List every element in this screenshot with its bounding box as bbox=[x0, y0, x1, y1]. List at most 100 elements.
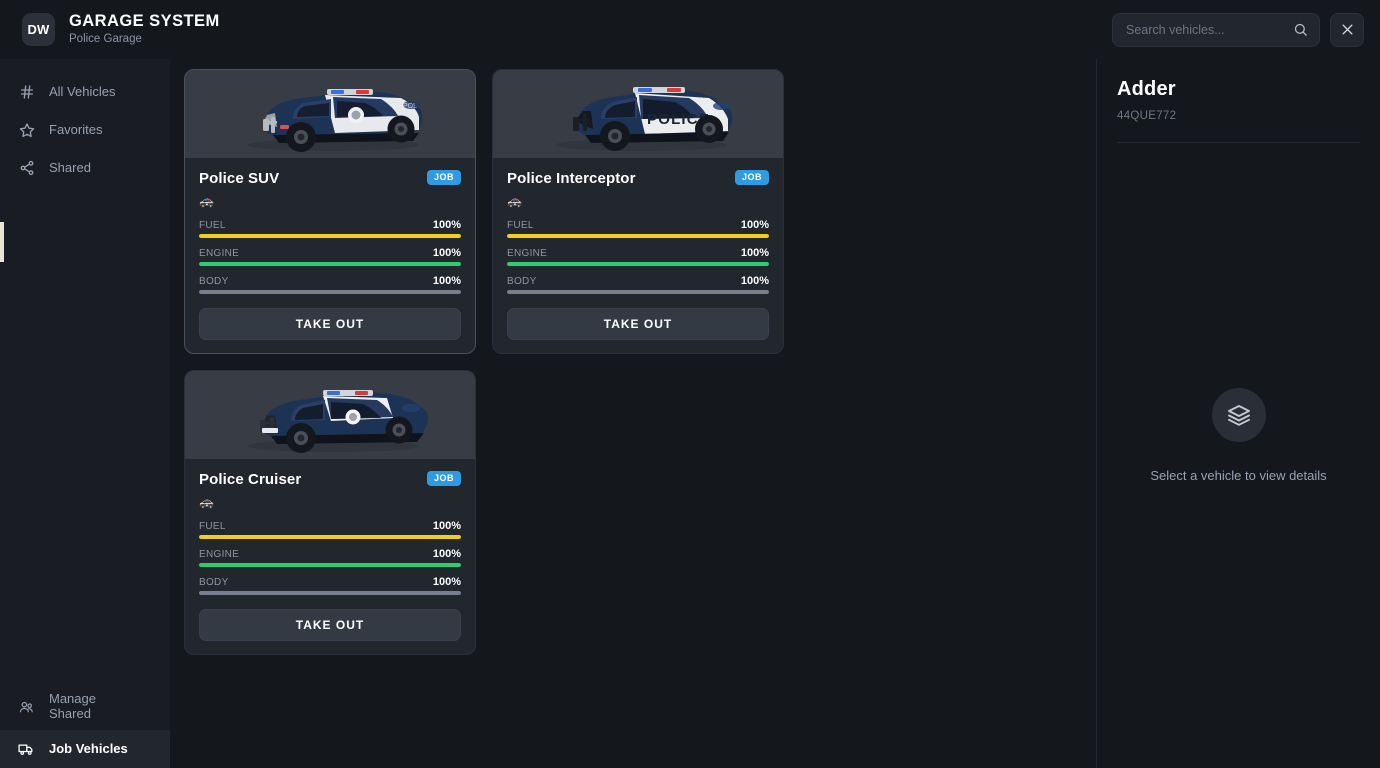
vehicle-type-icon: 🚓 bbox=[199, 194, 214, 208]
body: All Vehicles Favorites bbox=[0, 59, 1380, 768]
stat-body: BODY 100% bbox=[199, 275, 461, 294]
vehicle-card-header: Police Interceptor JOB bbox=[507, 170, 769, 187]
hash-icon bbox=[18, 84, 35, 100]
take-out-button[interactable]: TAKE OUT bbox=[199, 308, 461, 340]
top-bar-actions bbox=[1112, 12, 1364, 47]
stat-track bbox=[199, 234, 461, 238]
vehicle-stats: FUEL 100% ENGINE 100% bbox=[199, 520, 461, 595]
sidebar-item-label: Manage Shared bbox=[49, 691, 96, 722]
take-out-button[interactable]: TAKE OUT bbox=[199, 609, 461, 641]
stat-fuel: FUEL 100% bbox=[507, 219, 769, 238]
status-badge: JOB bbox=[734, 170, 769, 185]
detail-divider bbox=[1117, 142, 1360, 143]
sidebar-item-label: Job Vehicles bbox=[49, 740, 128, 756]
vehicle-card-header: Police Cruiser JOB bbox=[199, 471, 461, 488]
sidebar-item-job-vehicles[interactable]: Job Vehicles bbox=[0, 730, 170, 768]
take-out-button[interactable]: TAKE OUT bbox=[507, 308, 769, 340]
stat-track bbox=[507, 234, 769, 238]
vehicle-card[interactable]: POLICE bbox=[492, 69, 784, 354]
stat-value: 100% bbox=[740, 247, 769, 259]
close-icon bbox=[1340, 22, 1355, 37]
detail-empty-state: Select a vehicle to view details bbox=[1117, 143, 1360, 768]
search-icon[interactable] bbox=[1293, 22, 1308, 37]
vehicle-name: Police Interceptor bbox=[507, 170, 636, 187]
detail-vehicle-name: Adder bbox=[1117, 78, 1176, 100]
brand: DW GARAGE SYSTEM Police Garage bbox=[22, 12, 220, 47]
stat-label: FUEL bbox=[507, 220, 534, 231]
sidebar-item-shared[interactable]: Shared bbox=[0, 149, 170, 187]
police-taurus-art: POLICE bbox=[555, 87, 733, 151]
stat-label: ENGINE bbox=[199, 549, 240, 560]
vehicle-name: Police SUV bbox=[199, 170, 280, 187]
vehicle-card[interactable]: Police Cruiser JOB 🚓 FUEL 100% bbox=[184, 370, 476, 655]
vehicle-image: POL bbox=[185, 70, 475, 158]
vehicle-card[interactable]: POL Police SUV JOB 🚓 FUEL bbox=[184, 69, 476, 354]
svg-text:POL: POL bbox=[403, 103, 417, 110]
vehicle-stats: FUEL 100% ENGINE 100% bbox=[199, 219, 461, 294]
sidebar-item-manage-shared[interactable]: Manage Shared bbox=[0, 684, 170, 730]
stat-engine: ENGINE 100% bbox=[507, 247, 769, 266]
vehicle-name: Police Cruiser bbox=[199, 471, 302, 488]
page-scrollbar-thumb[interactable] bbox=[0, 222, 4, 262]
search-input[interactable] bbox=[1126, 22, 1293, 37]
stat-value: 100% bbox=[740, 275, 769, 287]
stat-label: BODY bbox=[199, 276, 229, 287]
stat-engine: ENGINE 100% bbox=[199, 247, 461, 266]
vehicle-type-icon: 🚓 bbox=[507, 194, 522, 208]
stat-label: BODY bbox=[199, 577, 229, 588]
sidebar-item-label: All Vehicles bbox=[49, 83, 116, 99]
stat-fill bbox=[199, 290, 461, 294]
stat-body: BODY 100% bbox=[199, 576, 461, 595]
stat-track bbox=[199, 591, 461, 595]
stat-track bbox=[199, 535, 461, 539]
brand-logo: DW bbox=[22, 13, 55, 46]
search-box[interactable] bbox=[1112, 12, 1320, 47]
vehicle-detail-panel: Adder 44QUE772 Select a vehicle to view … bbox=[1096, 59, 1380, 768]
vehicle-stats: FUEL 100% ENGINE 100% bbox=[507, 219, 769, 294]
stat-fill bbox=[199, 563, 461, 567]
empty-state-icon-circle bbox=[1211, 388, 1266, 442]
stat-track bbox=[199, 563, 461, 567]
stat-label: ENGINE bbox=[199, 248, 240, 259]
vehicle-image: POLICE bbox=[493, 70, 783, 158]
vehicle-grid: POL Police SUV JOB 🚓 FUEL bbox=[184, 69, 1080, 655]
stat-value: 100% bbox=[432, 275, 461, 287]
sidebar-item-all-vehicles[interactable]: All Vehicles bbox=[0, 73, 170, 111]
stat-track bbox=[507, 290, 769, 294]
stat-value: 100% bbox=[432, 520, 461, 532]
stat-track bbox=[507, 262, 769, 266]
vehicle-type-icon: 🚓 bbox=[199, 495, 214, 509]
status-badge: JOB bbox=[426, 170, 461, 185]
stat-value: 100% bbox=[432, 219, 461, 231]
detail-plate: 44QUE772 bbox=[1117, 110, 1177, 122]
stat-fill bbox=[507, 262, 769, 266]
stat-fill bbox=[199, 535, 461, 539]
brand-logo-text: DW bbox=[27, 22, 50, 37]
stat-label: BODY bbox=[507, 276, 537, 287]
sidebar: All Vehicles Favorites bbox=[0, 59, 170, 768]
police-crownvic-art bbox=[247, 390, 428, 453]
page-subtitle: Police Garage bbox=[69, 33, 142, 45]
stat-value: 100% bbox=[432, 548, 461, 560]
stat-engine: ENGINE 100% bbox=[199, 548, 461, 567]
status-badge: JOB bbox=[426, 471, 461, 486]
stat-track bbox=[199, 290, 461, 294]
stat-fill bbox=[199, 591, 461, 595]
empty-state-text: Select a vehicle to view details bbox=[1150, 468, 1327, 483]
stat-value: 100% bbox=[740, 219, 769, 231]
star-icon bbox=[18, 122, 35, 138]
stat-fill bbox=[199, 234, 461, 238]
stat-body: BODY 100% bbox=[507, 275, 769, 294]
close-button[interactable] bbox=[1330, 12, 1364, 47]
stat-fill bbox=[507, 234, 769, 238]
page-title: GARAGE SYSTEM bbox=[69, 12, 220, 30]
share-icon bbox=[18, 160, 35, 176]
vehicle-image bbox=[185, 371, 475, 459]
truck-icon bbox=[18, 740, 35, 758]
stat-track bbox=[199, 262, 461, 266]
stat-fuel: FUEL 100% bbox=[199, 219, 461, 238]
sidebar-item-favorites[interactable]: Favorites bbox=[0, 111, 170, 149]
vehicle-card-body: Police Interceptor JOB 🚓 FUEL 100% bbox=[493, 158, 783, 353]
stat-label: ENGINE bbox=[507, 248, 548, 259]
